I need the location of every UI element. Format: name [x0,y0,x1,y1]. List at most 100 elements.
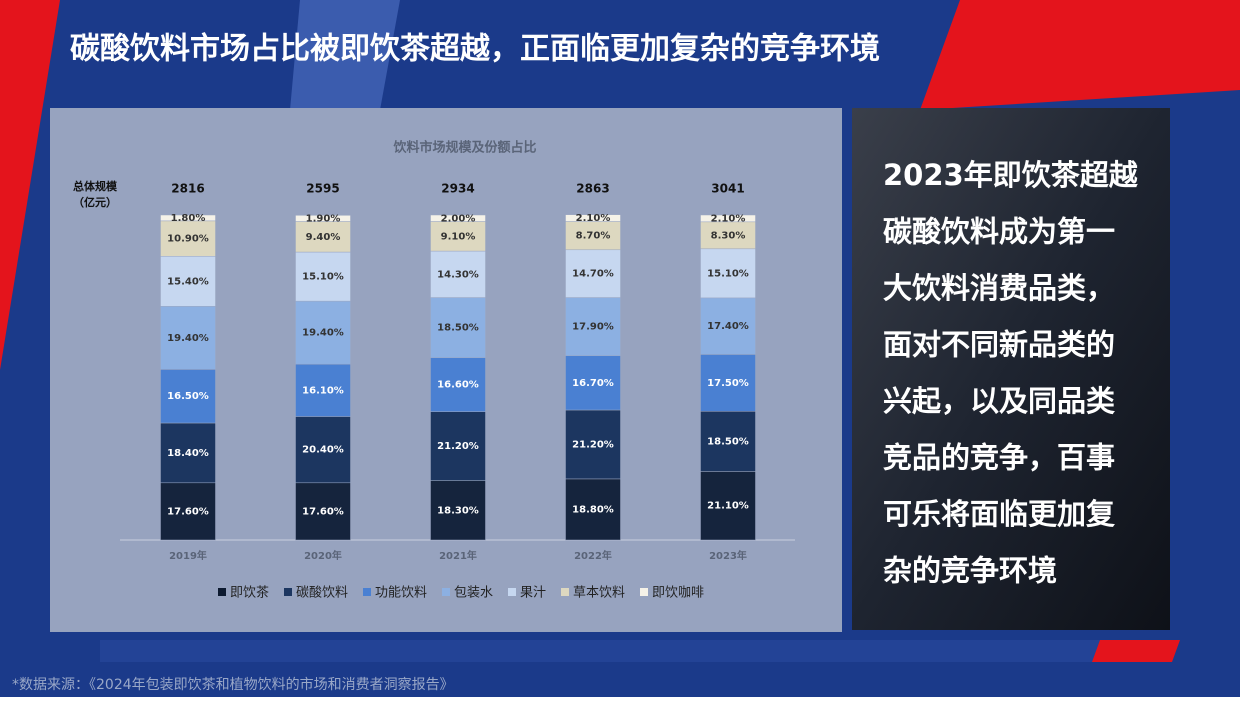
value-label: 21.20% [572,439,614,450]
value-label: 17.60% [167,506,209,517]
value-label: 18.50% [707,436,749,447]
value-label: 16.70% [572,378,614,389]
value-label: 2.10% [576,213,611,224]
bar-segment [565,355,621,411]
bar-segment [565,409,621,480]
bar-segment [160,220,216,257]
side-text: 碳酸饮料成为第一 [883,215,1115,249]
source: *数据来源：《2024年包装即饮茶和植物饮料的市场和消费者洞察报告》 [12,676,454,693]
value-label: 1.90% [306,213,341,224]
bar-segment [430,297,486,358]
value-label: 18.80% [572,504,614,515]
value-label: 15.10% [707,268,749,279]
side-text: 竞品的竞争，百事 [883,441,1115,475]
bar-segment [295,300,351,365]
value-label: 14.70% [572,269,614,280]
value-label: 1.80% [171,213,206,224]
legend-swatch [561,588,569,596]
bar-segment [565,297,621,356]
total-label: （亿元） [73,195,117,209]
total: 2934 [441,182,474,196]
value-label: 16.60% [437,380,479,391]
stripe [290,0,400,110]
legend-swatch [442,588,450,596]
value-label: 21.20% [437,441,479,452]
x-tick-label: 2021年 [439,549,477,562]
bar-segment [565,249,621,298]
chart-title: 饮料市场规模及份额占比 [392,140,536,156]
total: 2595 [306,182,339,196]
bar-segment [700,411,756,472]
bar-segment [700,248,756,299]
bar-segment [295,363,351,417]
value-label: 18.40% [167,448,209,459]
total-label: 总体规模 [73,179,118,193]
bar-segment [295,251,351,302]
value-label: 9.10% [441,231,476,242]
value-label: 17.50% [707,378,749,389]
value-label: 8.70% [576,231,611,242]
legend-swatch [363,588,371,596]
bar-segment [295,215,351,222]
side-text: 面对不同新品类的 [883,328,1115,362]
total: 2863 [576,182,609,196]
slide-title: 碳酸饮料市场占比被即饮茶超越，正面临更加复杂的竞争环境 [70,32,880,67]
value-label: 17.40% [707,321,749,332]
side-text: 兴起，以及同品类 [883,384,1115,418]
x-tick-label: 2020年 [304,549,342,562]
value-label: 21.10% [707,501,749,512]
value-label: 8.30% [711,230,746,241]
legend-label: 即饮茶 [230,585,269,601]
bar-segment [295,221,351,253]
side-text: 2023年即饮茶超越 [883,158,1139,192]
bar-segment [565,478,621,541]
value-label: 2.00% [441,213,476,224]
value-label: 20.40% [302,445,344,456]
bar-segment [160,482,216,541]
photo-panel [852,108,1170,630]
x-tick-label: 2019年 [169,549,207,562]
legend-swatch [508,588,516,596]
bar-segment [565,214,621,222]
total: 2816 [171,182,204,196]
value-label: 19.40% [302,328,344,339]
legend-label: 草本饮料 [573,586,625,601]
legend-swatch [640,588,648,596]
bar-segment [430,480,486,541]
side-text: 杂的竞争环境 [883,554,1057,588]
legend-swatch [284,588,292,596]
footer-stripes [100,640,1180,662]
bar-segment [160,306,216,370]
value-label: 2.10% [711,213,746,224]
bar-segment [160,369,216,424]
value-label: 18.30% [437,505,479,516]
side-text: 大饮料消费品类， [883,271,1115,305]
bar-segment [430,214,486,222]
value-label: 17.90% [572,322,614,333]
bar-segment [700,214,756,223]
bar-segment [160,214,216,222]
value-label: 19.40% [167,333,209,344]
bar-segment [430,250,486,298]
value-label: 15.10% [302,272,344,283]
value-label: 14.30% [437,269,479,280]
x-tick-label: 2022年 [574,549,612,562]
bar-segment [430,357,486,412]
bar-segment [295,482,351,541]
legend-label: 果汁 [520,586,546,601]
bar-segment [700,221,756,250]
bar-segment [430,411,486,481]
value-label: 10.90% [167,234,209,245]
legend-label: 碳酸饮料 [296,586,348,601]
x-tick-label: 2023年 [709,549,747,562]
value-label: 16.50% [167,391,209,402]
value-label: 15.40% [167,276,209,287]
bar-segment [430,221,486,252]
side-text: 可乐将面临更加复 [883,497,1115,531]
red-shape [920,0,1240,110]
total: 3041 [711,182,744,196]
legend-label: 功能饮料 [375,586,427,601]
value-label: 9.40% [306,232,341,243]
red-shape [0,0,60,370]
